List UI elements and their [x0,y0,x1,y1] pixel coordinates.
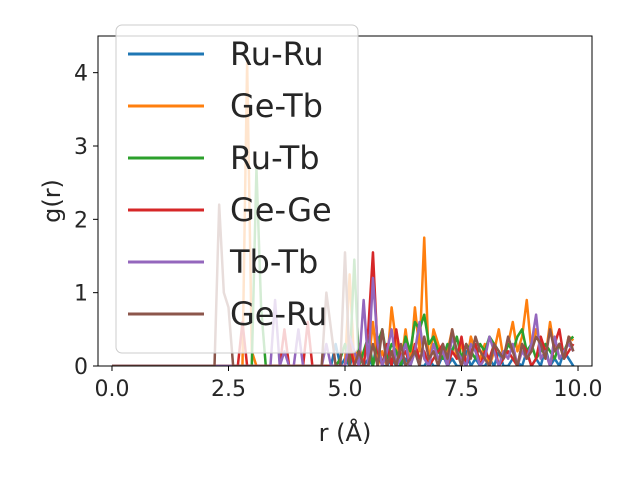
legend-label-tb-tb: Tb-Tb [229,243,318,281]
y-axis: 0 1 2 3 4 [74,62,98,380]
legend: Ru-Ru Ge-Tb Ru-Tb Ge-Ge Tb-Tb Ge-Ru [115,24,359,354]
legend-label-ge-ge: Ge-Ge [230,191,332,229]
legend-label-ru-tb: Ru-Tb [230,139,320,177]
legend-label-ru-ru: Ru-Ru [230,35,324,73]
x-tick-label: 10.0 [554,377,603,402]
x-tick-label: 7.5 [444,377,479,402]
x-tick-label: 2.5 [211,377,246,402]
x-axis: 0.0 2.5 5.0 7.5 10.0 [94,366,603,402]
y-axis-label: g(r) [38,179,66,223]
series-line-tb-tb [111,276,575,366]
x-tick-label: 5.0 [328,377,363,402]
y-tick-label: 4 [74,62,88,87]
legend-label-ge-tb: Ge-Tb [230,87,323,125]
x-axis-label: r (Å) [319,418,372,447]
x-tick-label: 0.0 [94,377,129,402]
y-tick-label: 0 [74,355,88,380]
y-tick-label: 1 [74,282,88,307]
legend-label-ge-ru: Ge-Ru [230,295,327,333]
y-tick-label: 3 [74,135,88,160]
y-tick-label: 2 [74,208,88,233]
series-line-ge-tb [111,60,575,366]
